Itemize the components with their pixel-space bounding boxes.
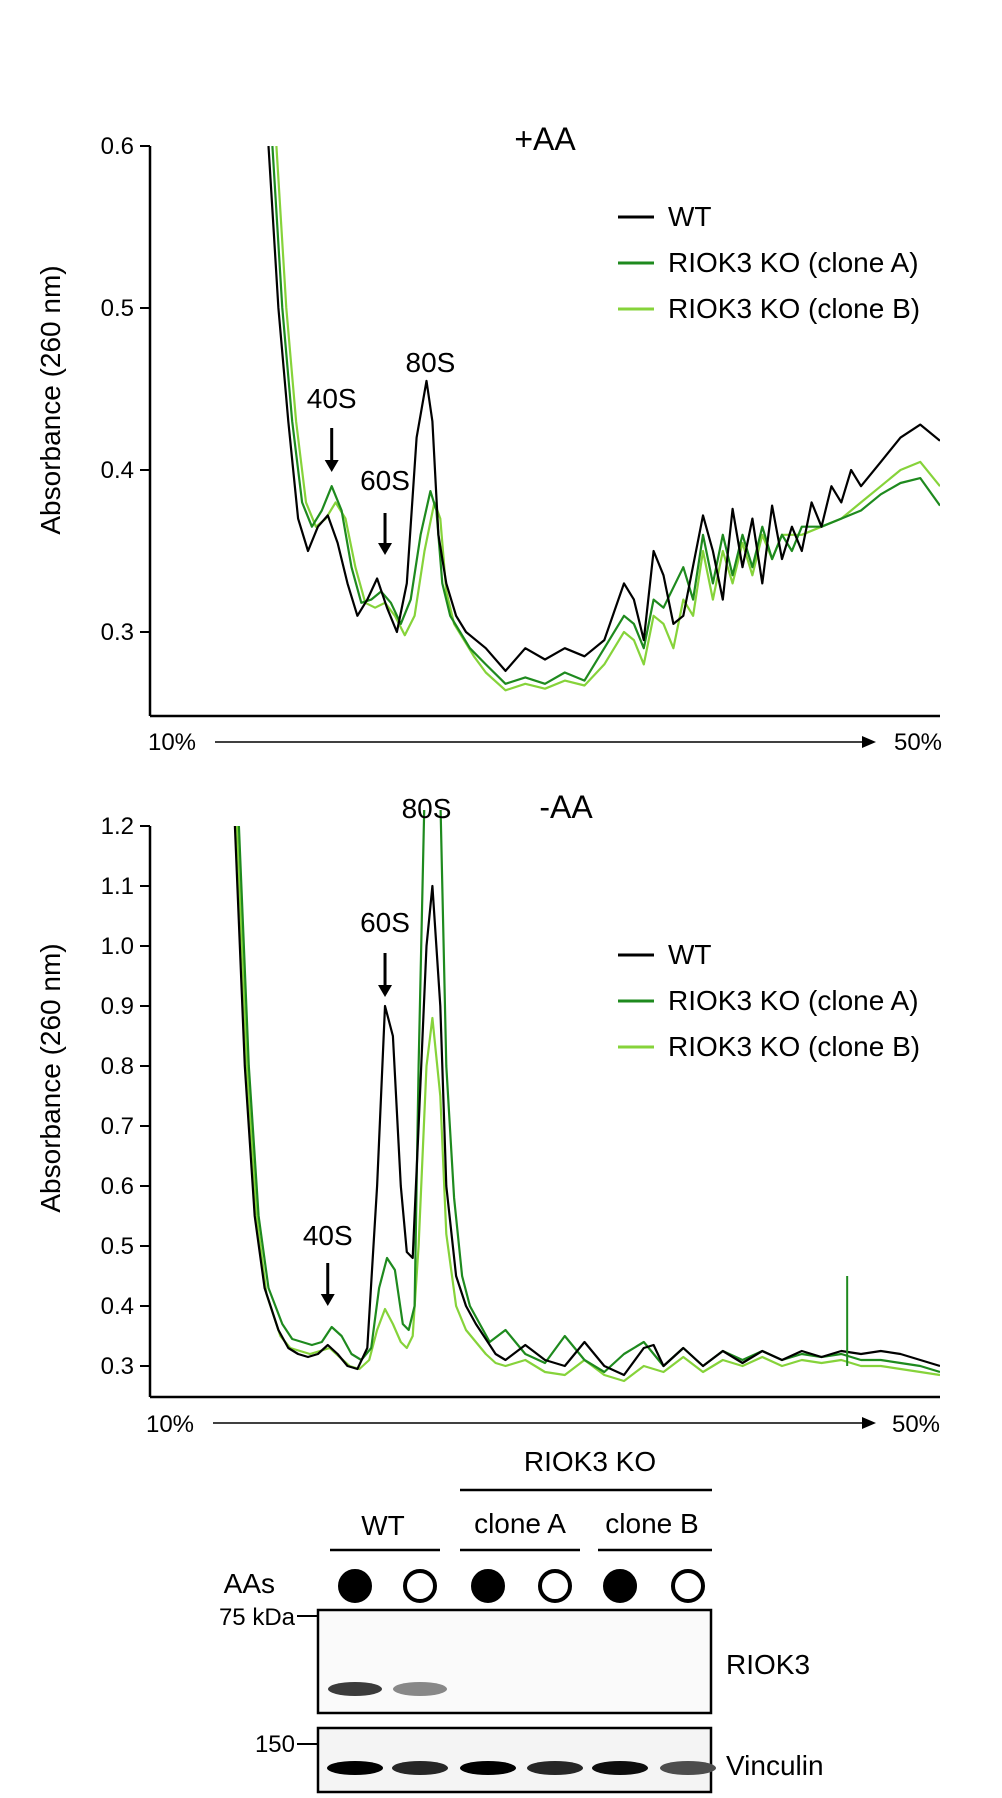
- y-axis-label-minus-aa: Absorbance (260 nm): [35, 943, 66, 1212]
- y-tick-label: 0.8: [101, 1053, 134, 1080]
- riok3-bands: [328, 1682, 447, 1696]
- series-line-wt: [233, 825, 940, 1377]
- legend-label-clone-b-2: RIOK3 KO (clone B): [668, 1031, 920, 1062]
- y-axis-label-plus-aa: Absorbance (260 nm): [35, 265, 66, 534]
- gradient-start-label-plus-aa: 10%: [148, 729, 196, 756]
- vinculin-band: [660, 1761, 716, 1775]
- vinculin-bands: [327, 1761, 716, 1775]
- y-tick-label: 0.3: [101, 619, 134, 646]
- y-tick-label: 0.4: [101, 1293, 134, 1320]
- aas-minus-circle: [538, 1569, 572, 1603]
- chart-plus-aa: +AA Absorbance (260 nm) 0.6 0.5 0.4 0.3 40S…: [35, 121, 942, 756]
- y-ticks-plus-aa: 0.6 0.5 0.4 0.3: [101, 133, 150, 646]
- riok3-band: [393, 1682, 447, 1696]
- peak-annotations-plus-aa: 40S 60S 80S: [307, 347, 456, 555]
- y-tick-label: 0.3: [101, 1353, 134, 1380]
- legend-plus-aa: WT RIOK3 KO (clone A) RIOK3 KO (clone B): [618, 201, 920, 324]
- y-tick-label: 0.6: [101, 1173, 134, 1200]
- y-tick-label: 1.0: [101, 933, 134, 960]
- chart-title-plus-aa: +AA: [514, 121, 576, 157]
- blot-marker-150: 150: [255, 1731, 295, 1758]
- peak-arrowhead-40s: [324, 460, 339, 472]
- blot-vinculin-membrane: [316, 1726, 713, 1794]
- blot-group-wt: WT: [361, 1510, 405, 1541]
- series-line-clone-a: [271, 146, 940, 685]
- peak-label-60s: 60S: [360, 465, 410, 496]
- legend-label-clone-a-2: RIOK3 KO (clone A): [668, 985, 919, 1016]
- western-blot: RIOK3 KO WT clone A clone B AAs 75 kDa R…: [219, 1446, 824, 1794]
- legend-label-wt-2: WT: [668, 939, 712, 970]
- riok3-band: [328, 1682, 382, 1696]
- series-line-clone-b: [235, 825, 940, 1383]
- y-tick-label: 1.2: [101, 813, 134, 840]
- peak-arrowhead-60s: [378, 543, 393, 555]
- gradient-end-label-plus-aa: 50%: [894, 729, 942, 756]
- y-tick-label: 0.5: [101, 295, 134, 322]
- aas-plus-circle: [471, 1569, 505, 1603]
- blot-group-header: RIOK3 KO: [524, 1446, 656, 1477]
- peak-arrowhead-40s: [320, 1294, 335, 1306]
- aas-minus-circle: [671, 1569, 705, 1603]
- blot-aas-label: AAs: [224, 1568, 275, 1599]
- y-tick-label: 0.9: [101, 993, 134, 1020]
- legend-label-wt: WT: [668, 201, 712, 232]
- blot-group-clone-b: clone B: [605, 1508, 698, 1539]
- blot-marker-75: 75 kDa: [219, 1604, 296, 1631]
- peak-arrowhead-60s: [378, 985, 393, 997]
- gradient-arrowhead-plus-aa: [862, 736, 876, 748]
- blot-group-clone-a: clone A: [474, 1508, 566, 1539]
- blot-label-vinculin: Vinculin: [726, 1750, 824, 1781]
- peak-label-40s: 40S: [303, 1220, 353, 1251]
- blot-label-riok3: RIOK3: [726, 1649, 810, 1680]
- aas-indicator-row: [338, 1569, 705, 1603]
- vinculin-band: [392, 1761, 448, 1775]
- vinculin-band: [592, 1761, 648, 1775]
- series-group-plus-aa: [267, 146, 940, 692]
- gradient-end-label-minus-aa: 50%: [892, 1411, 940, 1438]
- aas-plus-circle: [603, 1569, 637, 1603]
- blot-riok3-membrane: [316, 1608, 713, 1715]
- y-tick-label: 1.1: [101, 873, 134, 900]
- aas-plus-circle: [338, 1569, 372, 1603]
- legend-minus-aa: WT RIOK3 KO (clone A) RIOK3 KO (clone B): [618, 939, 920, 1062]
- y-tick-label: 0.7: [101, 1113, 134, 1140]
- y-tick-label: 0.5: [101, 1233, 134, 1260]
- gradient-arrowhead-minus-aa: [862, 1417, 876, 1429]
- series-line-clone-b: [275, 146, 940, 692]
- peak-label-80s: 80S: [402, 793, 452, 824]
- series-line-clone-a: [237, 810, 940, 1374]
- aas-minus-circle: [403, 1569, 437, 1603]
- legend-label-clone-b: RIOK3 KO (clone B): [668, 293, 920, 324]
- chart-minus-aa: -AA Absorbance (260 nm) 1.2 1.1 1.0 0.9 0.8 0…: [35, 789, 940, 1438]
- series-line-wt: [267, 146, 940, 673]
- vinculin-band: [460, 1761, 516, 1775]
- legend-label-clone-a: RIOK3 KO (clone A): [668, 247, 919, 278]
- peak-annotations-minus-aa: 40S 60S 80S: [303, 793, 452, 1306]
- peak-label-80s: 80S: [406, 347, 456, 378]
- chart-title-minus-aa: -AA: [539, 789, 593, 825]
- y-tick-label: 0.6: [101, 133, 134, 160]
- gradient-start-label-minus-aa: 10%: [146, 1411, 194, 1438]
- vinculin-band: [527, 1761, 583, 1775]
- peak-label-60s: 60S: [360, 907, 410, 938]
- vinculin-band: [327, 1761, 383, 1775]
- peak-label-40s: 40S: [307, 383, 357, 414]
- y-tick-label: 0.4: [101, 457, 134, 484]
- y-ticks-minus-aa: 1.2 1.1 1.0 0.9 0.8 0.7 0.6 0.5 0.4 0.3: [101, 813, 150, 1380]
- series-group-minus-aa: [233, 810, 940, 1383]
